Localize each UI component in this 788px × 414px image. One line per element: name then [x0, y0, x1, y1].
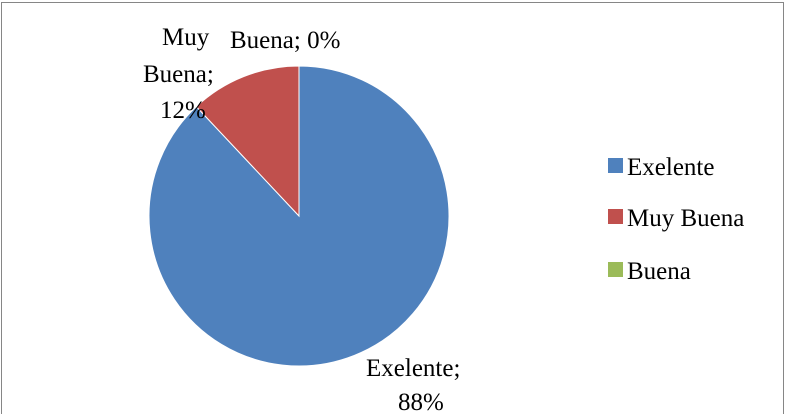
data-label-muy-buena-line2: Buena; — [143, 61, 214, 88]
pie-slices — [148, 65, 450, 367]
data-label-muy-buena-value: 12% — [160, 97, 206, 124]
legend-swatch-buena — [608, 262, 623, 277]
data-label-exelente-line1: Exelente; — [366, 355, 460, 382]
legend-swatch-muy-buena — [608, 209, 623, 224]
legend-label-buena: Buena — [627, 258, 691, 285]
legend-label-exelente: Exelente — [627, 154, 714, 181]
legend-label-muy-buena: Muy Buena — [627, 205, 744, 232]
data-label-buena: Buena; 0% — [230, 27, 340, 54]
legend-swatch-exelente — [608, 158, 623, 173]
pie-slice-muy-buena — [195, 65, 300, 218]
pie-slice-exelente — [148, 65, 450, 367]
data-label-muy-buena-line1: Muy — [162, 24, 210, 51]
data-label-exelente-value: 88% — [398, 389, 444, 412]
legend: Exelente Muy Buena Buena — [608, 154, 744, 285]
